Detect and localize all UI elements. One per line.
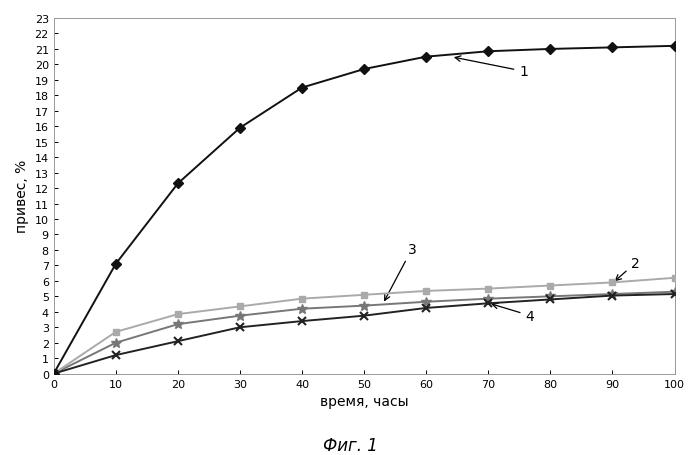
Text: 1: 1 bbox=[455, 57, 528, 79]
Text: 4: 4 bbox=[492, 303, 534, 323]
X-axis label: время, часы: время, часы bbox=[320, 394, 408, 408]
Text: Фиг. 1: Фиг. 1 bbox=[323, 436, 377, 455]
Y-axis label: привес, %: привес, % bbox=[15, 160, 29, 233]
Text: 2: 2 bbox=[615, 257, 640, 281]
Text: 3: 3 bbox=[385, 243, 416, 301]
